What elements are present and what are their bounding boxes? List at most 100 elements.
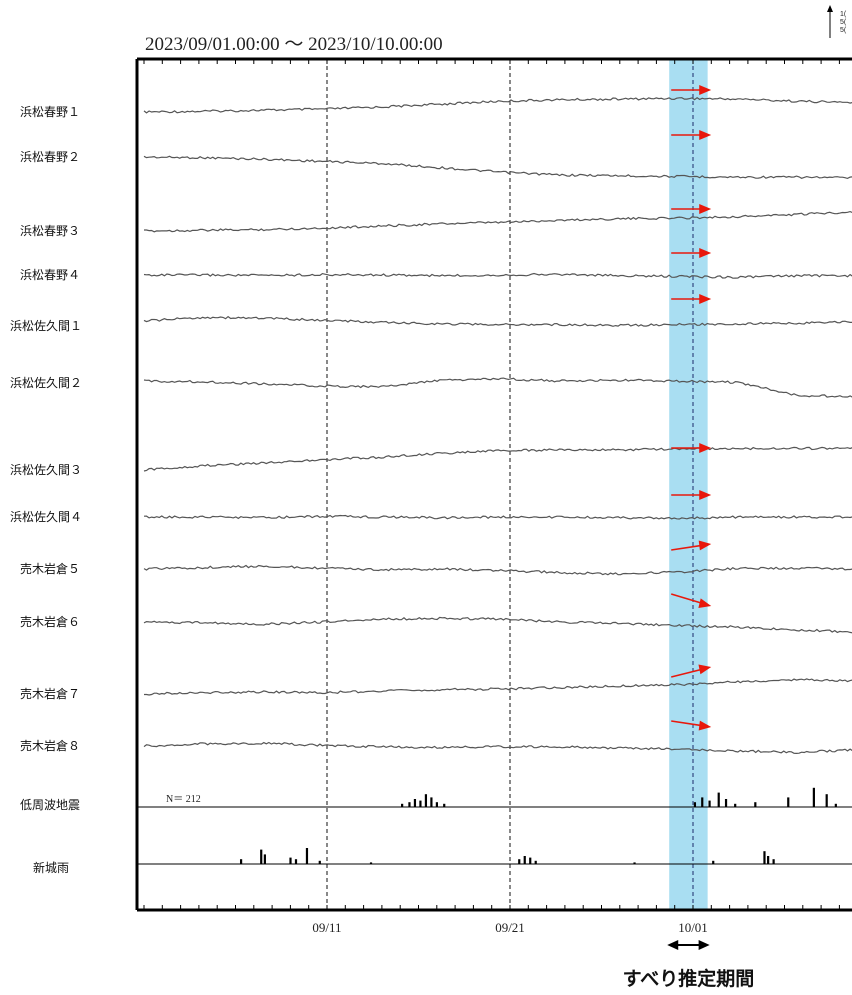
event-bar [419, 800, 422, 807]
event-bar [701, 797, 704, 807]
series-lines [143, 96, 852, 755]
event-bar [724, 799, 728, 807]
event-bar [518, 859, 521, 864]
x-tick-label: 09/11 [312, 920, 341, 935]
event-bar [633, 862, 636, 864]
event-bar [408, 802, 411, 807]
row-label: 浜松佐久間４ [10, 510, 82, 524]
event-bar [424, 794, 428, 807]
arrow-shaft [671, 720, 704, 727]
event-bar [435, 802, 438, 807]
series-line [143, 315, 852, 327]
arrow-shaft [670, 593, 704, 605]
event-bar [401, 803, 404, 807]
event-bar [430, 797, 433, 807]
arrow-shaft [671, 544, 704, 551]
event-bar [825, 794, 828, 807]
event-count-label: N＝ 212 [166, 794, 201, 805]
arrow-head [698, 598, 712, 609]
period-arrow-left [667, 940, 679, 950]
arrow-head [698, 720, 712, 731]
event-bar [263, 854, 266, 864]
arrow-head [699, 443, 712, 453]
row-label: 浜松佐久間２ [10, 376, 82, 390]
event-bar [717, 792, 720, 807]
arrow-head [699, 490, 712, 500]
row-label: 売木岩倉６ [20, 614, 80, 629]
row-label: 売木岩倉５ [20, 561, 80, 576]
slip-arrows [670, 85, 712, 731]
arrow-head [699, 130, 712, 140]
arrow-head [699, 85, 712, 95]
event-bar [708, 800, 711, 807]
series-line [143, 616, 852, 634]
arrow-head [699, 294, 712, 304]
series-line [144, 210, 852, 233]
event-bar [763, 851, 766, 864]
slip-period-highlight [669, 59, 708, 910]
scale-label: 5( [840, 27, 847, 34]
date-range-title: 2023/09/01.00:00 ～ 2023/10/10.00:00 [145, 34, 443, 55]
arrow-head [698, 540, 712, 551]
date-ticks: 09/11 09/21 10/01 [143, 59, 840, 935]
event-bar [754, 802, 757, 807]
event-bars [137, 787, 852, 865]
row-label: 浜松佐久間３ [10, 463, 82, 477]
row-label: 売木岩倉８ [20, 738, 80, 753]
x-tick-label: 10/01 [678, 920, 708, 935]
series-line [144, 678, 852, 696]
slip-period-annotation: すべり推定期間 [623, 940, 755, 990]
row-label: 浜松佐久間１ [10, 319, 82, 333]
row-label: 浜松春野１ [20, 105, 80, 119]
x-tick-label: 09/21 [495, 920, 525, 935]
arrow-head [699, 248, 712, 258]
row-label: 新城雨 [33, 860, 69, 875]
series-line [143, 514, 852, 520]
period-arrow-right [698, 940, 710, 950]
arrow-shaft [671, 668, 704, 678]
event-bar [772, 859, 775, 864]
event-bar [712, 860, 715, 864]
event-bar [318, 860, 321, 864]
series-line [143, 155, 852, 180]
event-bar [787, 797, 790, 807]
event-bar [734, 803, 737, 807]
event-bar [523, 856, 526, 864]
event-bar [534, 860, 537, 864]
event-bar [239, 859, 243, 864]
event-bar [767, 856, 770, 864]
event-bar [834, 803, 837, 807]
event-bar [260, 849, 263, 864]
scale-arrow-head [827, 5, 833, 12]
series-line [143, 96, 852, 114]
row-label: 低周波地震 [20, 798, 80, 812]
slip-period-label: すべり推定期間 [623, 967, 755, 990]
series-line [143, 377, 852, 398]
row-label: 浜松春野２ [20, 150, 80, 164]
arrow-head [699, 204, 712, 214]
event-bar [369, 862, 373, 864]
row-labels: 浜松春野１ 浜松春野２ 浜松春野３ 浜松春野４ 浜松佐久間１ 浜松佐久間２ 浜松佐久間３ 浜松… [10, 105, 82, 875]
date-gridlines [326, 59, 694, 910]
series-line [143, 741, 852, 755]
event-bar [413, 799, 417, 807]
arrow-head [698, 664, 712, 675]
amplitude-scale: 1(5(5( [827, 5, 847, 38]
series-line [143, 564, 852, 576]
event-bar [693, 802, 697, 807]
series-line [143, 446, 852, 472]
row-label: 浜松春野４ [20, 268, 80, 282]
row-label: 売木岩倉７ [20, 686, 80, 701]
scale-label: 5( [840, 19, 847, 26]
event-bar [812, 787, 815, 807]
event-bar [289, 857, 292, 864]
event-bar [294, 859, 298, 864]
event-bar [529, 857, 532, 864]
event-bar [305, 848, 309, 864]
event-bar [443, 803, 446, 807]
row-label: 浜松春野３ [20, 224, 80, 238]
scale-label: 1( [840, 11, 847, 18]
plot-frame [135, 57, 852, 912]
series-line [143, 272, 852, 279]
